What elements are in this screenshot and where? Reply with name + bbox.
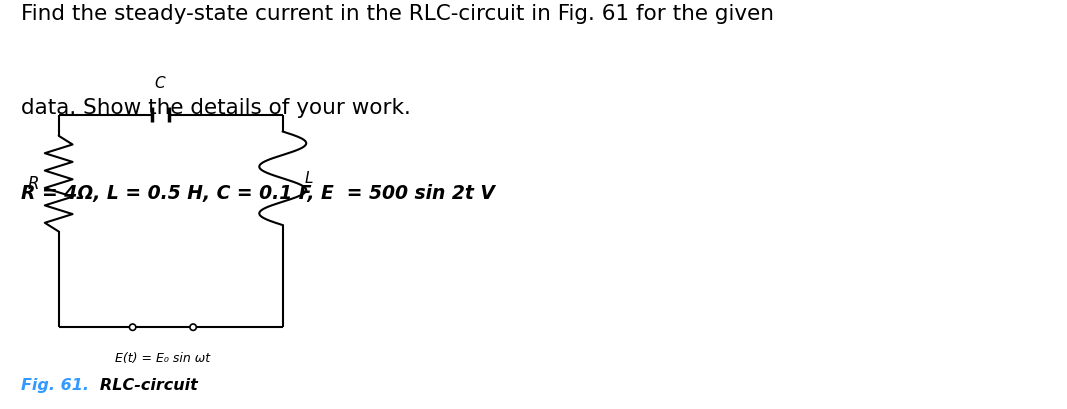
- Text: data. Show the details of your work.: data. Show the details of your work.: [21, 98, 411, 118]
- Text: Fig. 61.: Fig. 61.: [21, 378, 90, 393]
- Ellipse shape: [129, 324, 136, 330]
- Text: E(t) = E₀ sin ωt: E(t) = E₀ sin ωt: [115, 352, 210, 365]
- Text: L: L: [304, 171, 313, 186]
- Text: R: R: [28, 175, 39, 193]
- Text: Find the steady-state current in the RLC-circuit in Fig. 61 for the given: Find the steady-state current in the RLC…: [21, 4, 775, 24]
- Text: RLC-circuit: RLC-circuit: [83, 378, 198, 393]
- Ellipse shape: [190, 324, 196, 330]
- Text: R = 4Ω, L = 0.5 H, C = 0.1 F, E  = 500 sin 2t V: R = 4Ω, L = 0.5 H, C = 0.1 F, E = 500 si…: [21, 184, 495, 203]
- Text: C: C: [155, 76, 165, 91]
